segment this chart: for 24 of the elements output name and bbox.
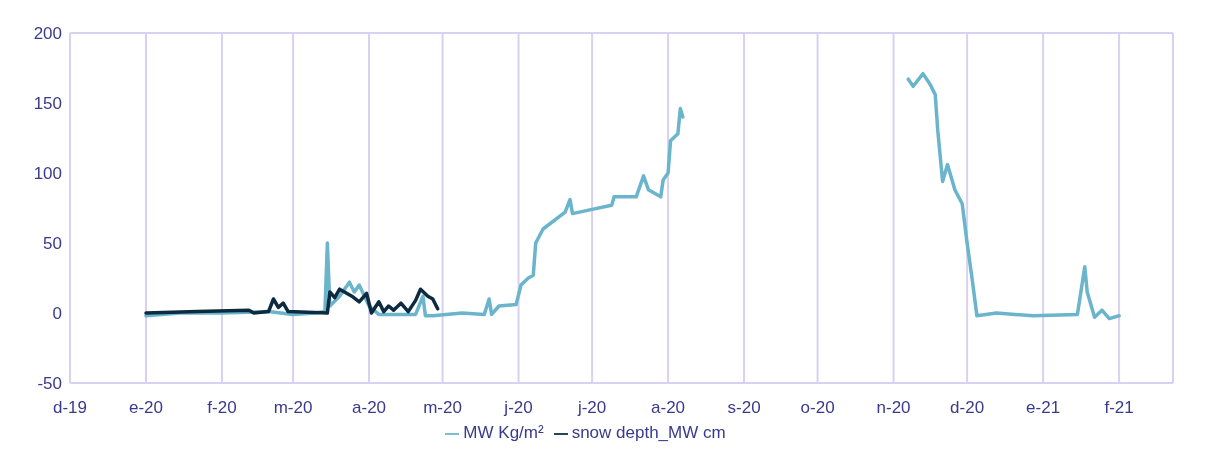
y-tick-label: 200 bbox=[33, 24, 62, 44]
legend-label: MW Kg/m² bbox=[463, 423, 544, 442]
y-tick-label: 150 bbox=[33, 94, 62, 114]
y-tick-label: 50 bbox=[43, 234, 62, 254]
x-tick-label: e-20 bbox=[128, 398, 163, 418]
x-tick-label: o-20 bbox=[800, 398, 835, 418]
x-tick-label: n-20 bbox=[876, 398, 911, 418]
x-tick-label: j-20 bbox=[503, 398, 533, 418]
x-tick-label: a-20 bbox=[651, 398, 686, 418]
x-tick-label: e-21 bbox=[1026, 398, 1061, 418]
x-tick-label: a-20 bbox=[352, 398, 387, 418]
line-series bbox=[144, 287, 440, 315]
y-tick-label: 0 bbox=[52, 304, 62, 324]
x-tick-label: m-20 bbox=[423, 398, 462, 418]
legend-label: snow depth_MW cm bbox=[571, 423, 726, 442]
x-tick-label: f-20 bbox=[207, 398, 237, 418]
x-tick-label: d-19 bbox=[52, 398, 88, 418]
x-tick-label: s-20 bbox=[727, 398, 761, 418]
x-tick-label: f-21 bbox=[1104, 398, 1134, 418]
y-tick-label: 100 bbox=[33, 164, 62, 184]
x-tick-label: d-20 bbox=[950, 398, 985, 418]
x-tick-label: j-20 bbox=[576, 398, 607, 418]
x-tick-label: m-20 bbox=[273, 398, 313, 418]
y-tick-label: -50 bbox=[37, 374, 62, 394]
